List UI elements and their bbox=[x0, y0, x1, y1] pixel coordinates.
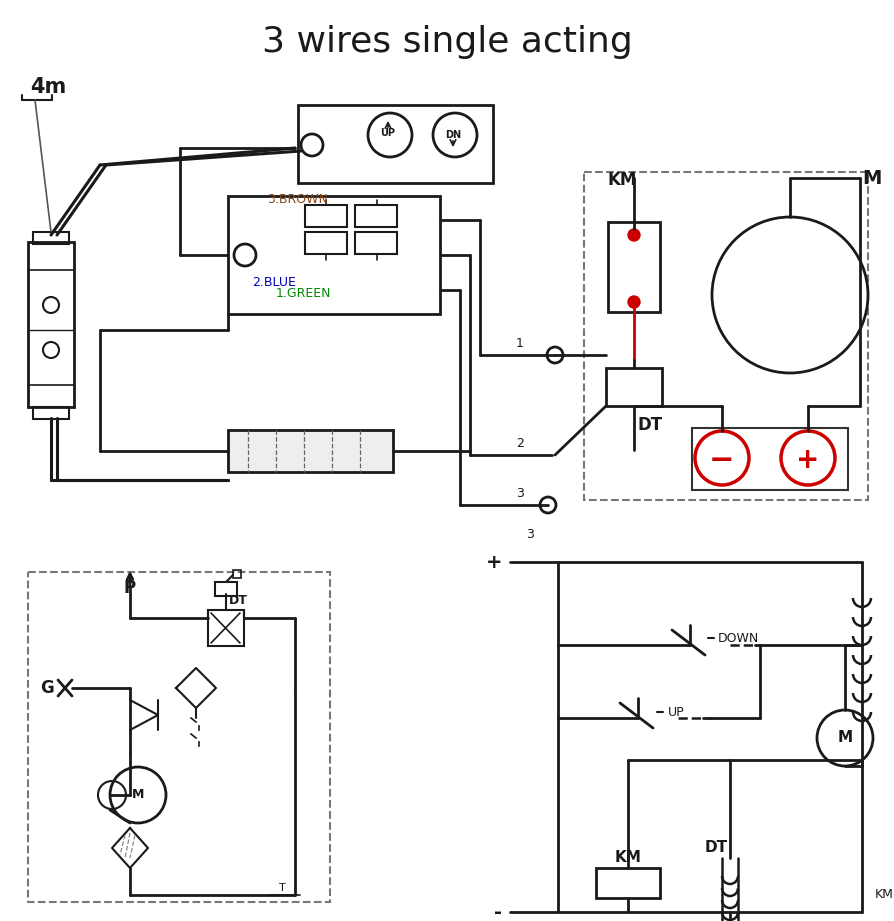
Bar bbox=[606, 368, 662, 406]
Text: T: T bbox=[279, 883, 285, 893]
Bar bbox=[228, 430, 393, 472]
Text: 2.BLUE: 2.BLUE bbox=[252, 275, 296, 288]
Text: UP: UP bbox=[381, 128, 395, 138]
Text: 2: 2 bbox=[516, 437, 524, 449]
Text: DT: DT bbox=[229, 593, 248, 607]
Text: DOWN: DOWN bbox=[718, 632, 759, 645]
Text: -: - bbox=[494, 903, 502, 921]
Bar bbox=[228, 196, 440, 314]
Text: 3: 3 bbox=[516, 486, 524, 499]
Bar bbox=[355, 232, 397, 254]
Text: 1: 1 bbox=[516, 336, 524, 349]
Circle shape bbox=[628, 229, 640, 241]
Bar bbox=[608, 222, 660, 312]
Text: UP: UP bbox=[668, 705, 685, 718]
Bar bbox=[28, 572, 330, 902]
Text: KM: KM bbox=[614, 850, 641, 866]
Text: 3.BROWN: 3.BROWN bbox=[267, 192, 328, 205]
Text: 4m: 4m bbox=[30, 77, 66, 97]
Bar bbox=[233, 570, 241, 578]
Text: M: M bbox=[838, 730, 853, 745]
Text: 3 wires single acting: 3 wires single acting bbox=[262, 25, 632, 59]
Text: 3: 3 bbox=[526, 529, 534, 542]
Bar bbox=[208, 610, 244, 646]
Text: DN: DN bbox=[445, 130, 461, 140]
Bar bbox=[298, 105, 493, 183]
Text: DT: DT bbox=[637, 416, 662, 434]
Text: P: P bbox=[124, 579, 136, 597]
Bar bbox=[28, 242, 74, 407]
Circle shape bbox=[628, 296, 640, 308]
Bar bbox=[305, 232, 347, 254]
Text: DT: DT bbox=[704, 840, 728, 855]
Bar bbox=[305, 205, 347, 227]
Text: M: M bbox=[131, 788, 144, 801]
Text: KM: KM bbox=[607, 171, 637, 189]
Text: G: G bbox=[40, 679, 54, 697]
Text: 1.GREEN: 1.GREEN bbox=[276, 286, 332, 299]
Bar bbox=[584, 172, 868, 500]
Bar bbox=[215, 582, 237, 596]
Text: +: + bbox=[485, 553, 502, 572]
Bar bbox=[33, 407, 69, 419]
Bar bbox=[596, 868, 660, 898]
Bar bbox=[33, 232, 69, 244]
Text: −: − bbox=[709, 446, 735, 474]
Text: M: M bbox=[862, 169, 881, 188]
Bar bbox=[692, 428, 848, 490]
Bar bbox=[355, 205, 397, 227]
Text: KM: KM bbox=[875, 889, 894, 902]
Text: +: + bbox=[797, 446, 820, 474]
